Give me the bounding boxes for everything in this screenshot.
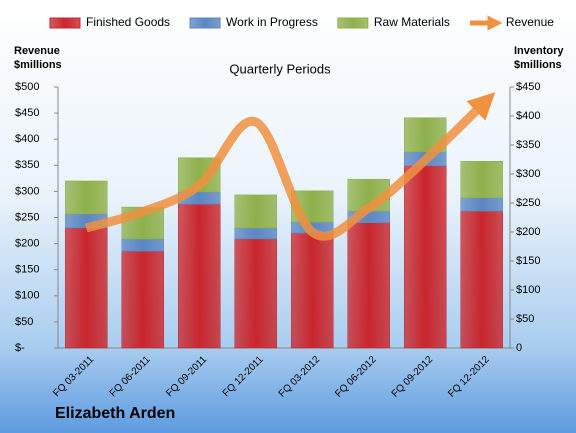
y2-tick-label: $350 <box>516 139 540 151</box>
x-tick-label: FQ 06-2012 <box>333 354 379 400</box>
y-axis-title: Revenue $millions <box>14 45 62 71</box>
bar-segment <box>121 238 164 252</box>
y-tick-label: $100 <box>15 290 39 302</box>
bar-segment <box>65 180 108 215</box>
y2-tick-label: $250 <box>516 197 540 209</box>
x-tick-label: FQ 09-2012 <box>390 354 436 400</box>
y2-tick-label: $50 <box>516 313 534 325</box>
y-tick-label: $- <box>15 342 25 354</box>
bar-segment <box>234 227 277 240</box>
y2-tick-label: $200 <box>516 226 540 238</box>
bar-segment <box>460 160 503 199</box>
legend-swatch <box>49 17 81 29</box>
bar-segment <box>234 194 277 229</box>
x-tick-label: FQ 09-2011 <box>164 354 209 399</box>
bar-segment <box>121 250 164 349</box>
chart-title: Quarterly Periods <box>229 61 331 76</box>
x-tick-label: FQ 03-2012 <box>277 354 323 400</box>
legend-swatch <box>189 17 221 29</box>
legend-label: Revenue <box>506 15 554 29</box>
x-tick-label: FQ 06-2011 <box>108 354 153 399</box>
y-tick-label: $250 <box>15 211 39 223</box>
y-tick-label: $300 <box>15 185 39 197</box>
y2-tick-label: 0 <box>516 342 522 354</box>
legend-label: Raw Materials <box>374 15 450 29</box>
x-tick-label: FQ 12-2011 <box>221 354 266 399</box>
y-tick-label: $50 <box>15 316 33 328</box>
y2-tick-label: $100 <box>516 284 540 296</box>
bar-segment <box>460 210 503 349</box>
line <box>85 92 496 241</box>
y-tick-label: $450 <box>15 107 39 119</box>
bar-segment <box>460 197 503 212</box>
y-tick-label: $150 <box>15 264 39 276</box>
y-tick-label: $350 <box>15 159 39 171</box>
bar-segment <box>347 222 390 349</box>
y2-axis-title: Inventory $millions <box>514 45 564 71</box>
brand: Elizabeth Arden <box>55 405 175 422</box>
legend-swatch <box>337 17 369 29</box>
y-tick-label: $200 <box>15 238 39 250</box>
legend-label: Work in Progress <box>226 15 318 29</box>
y-tick-label: $400 <box>15 133 39 145</box>
y2-tick-label: $300 <box>516 168 540 180</box>
x-tick-label: FQ 12-2012 <box>446 354 492 400</box>
bar-segment <box>291 232 334 349</box>
y2-tick-label: $450 <box>516 81 540 93</box>
y2-tick-label: $150 <box>516 255 540 267</box>
legend-label: Finished Goods <box>86 15 170 29</box>
bar-segment <box>234 238 277 349</box>
bar-segment <box>178 203 221 349</box>
y2-tick-label: $400 <box>516 110 540 122</box>
bar-segment <box>404 165 447 349</box>
y-tick-label: $500 <box>15 81 39 93</box>
bar-segment <box>65 227 108 349</box>
x-tick-label: FQ 03-2011 <box>51 354 96 399</box>
